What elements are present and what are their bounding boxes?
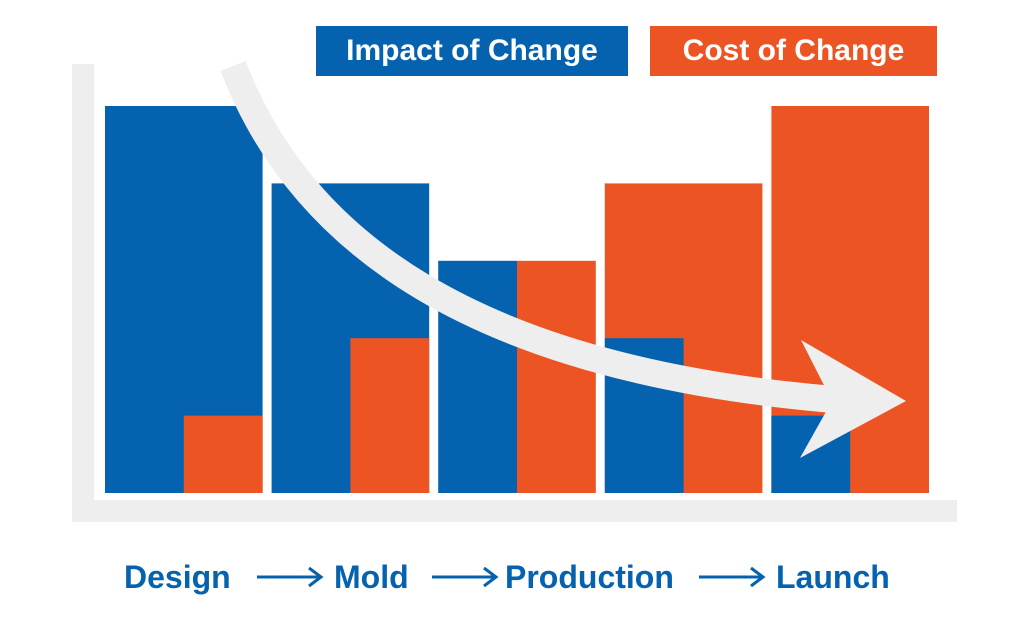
x-axis-line <box>72 500 957 522</box>
bar-group <box>105 106 929 493</box>
cost-bar-1 <box>183 415 263 493</box>
flow-arrow-icon <box>432 566 499 588</box>
y-axis-line <box>72 64 94 522</box>
stage-label-launch: Launch <box>776 559 890 595</box>
process-stages: Design Mold Production Launch <box>0 555 1024 599</box>
stage-label-production: Production <box>505 559 674 595</box>
flow-arrow-icon <box>699 566 766 588</box>
trend-arrow <box>220 61 906 458</box>
legend-impact-of-change: Impact of Change <box>316 26 628 76</box>
stage-label-design: Design <box>124 559 231 595</box>
legend-cost-of-change: Cost of Change <box>650 26 937 76</box>
cost-bar-2 <box>350 338 430 493</box>
trend-arrow-head <box>800 340 906 458</box>
trend-arrow-curve <box>220 61 842 414</box>
cost-bar-3 <box>517 260 596 493</box>
chart-axes <box>72 64 957 522</box>
stage-label-mold: Mold <box>334 559 409 595</box>
flow-arrow-icon <box>257 566 324 588</box>
